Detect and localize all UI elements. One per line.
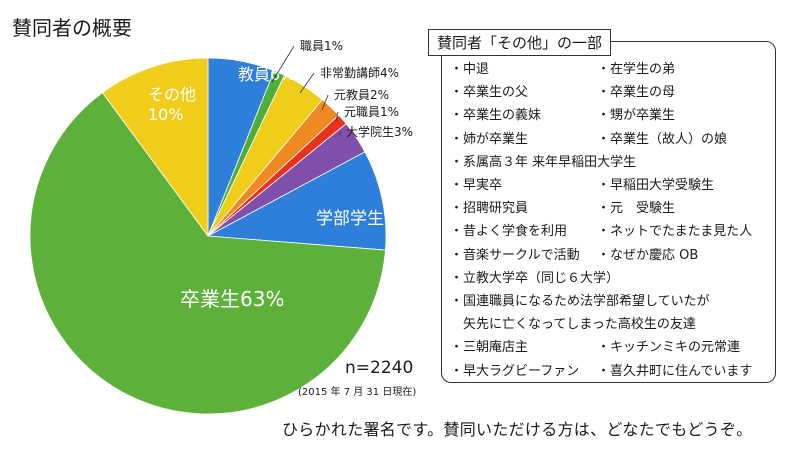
others-item: 矢先に亡くなってしまった高校生の友達 — [450, 317, 696, 333]
others-item: ・音楽サークルで活動 — [450, 247, 580, 263]
others-item: ・早実卒 — [450, 178, 503, 193]
slice-label: その他 10% — [148, 85, 196, 124]
others-item: ・キッチンミキの元常連 — [597, 340, 741, 356]
leader-line — [321, 94, 329, 111]
others-item: ・昔よく学食を利用 — [450, 224, 568, 240]
slice-label: 学部学生9% — [316, 209, 411, 229]
pie-slice — [206, 151, 387, 251]
leader-line — [271, 45, 295, 83]
others-item: ・早稲田大学受験生 — [597, 178, 715, 193]
others-item: ・中退 — [450, 62, 490, 77]
others-item: ・招聘研究員 — [450, 201, 529, 217]
others-item: ・三朝庵店主 — [450, 340, 529, 356]
others-item: ・甥が卒業生 — [597, 108, 676, 124]
slice-label: 職員1% — [300, 39, 343, 53]
others-item: ・卒業生の義妹 — [450, 108, 542, 124]
others-item: ・卒業生（故人）の娘 — [597, 131, 728, 147]
sample-size-label: n=2240 — [345, 358, 414, 378]
footer-note: ひらかれた署名です。賛同いただける方は、どなたでもどうぞ。 — [282, 420, 753, 439]
chart-title: 賛同者の概要 — [12, 16, 132, 40]
others-item: ・姉が卒業生 — [450, 131, 529, 147]
others-item: ・在学生の弟 — [597, 62, 676, 77]
others-item: ・卒業生の母 — [597, 85, 676, 101]
others-item: ・卒業生の父 — [450, 85, 529, 101]
slice-label: 大学院生3% — [346, 124, 413, 139]
others-item: ・元 受験生 — [597, 201, 676, 217]
slice-label: 非常勤講師4% — [320, 65, 399, 80]
slice-label: 卒業生63% — [180, 287, 284, 311]
others-item: ・なぜか慶応 OB — [597, 247, 699, 263]
others-box-title: 賛同者「その他」の一部 — [428, 29, 612, 56]
leader-line — [299, 72, 315, 94]
others-item: ・立教大学卒（同じ６大学） — [450, 270, 620, 286]
slice-label: 元教員2% — [334, 87, 389, 102]
others-item: ・系属高３年 来年早稲田大学生 — [450, 154, 637, 170]
others-item: ・喜久井町に住んでいます — [597, 363, 753, 379]
leader-line — [335, 111, 339, 122]
others-item: ・国連職員になるため法学部希望していたが — [450, 294, 710, 309]
slice-label: 元職員1% — [344, 105, 399, 119]
slice-label: 教員6% — [238, 65, 295, 84]
pie-slice — [29, 92, 386, 415]
date-label: (2015 年 7 月 31 日現在) — [298, 387, 417, 398]
others-item: ・早大ラグビーファン — [450, 363, 580, 379]
pie-slice — [101, 57, 209, 238]
others-item: ・ネットでたまたま見た人 — [597, 224, 753, 240]
